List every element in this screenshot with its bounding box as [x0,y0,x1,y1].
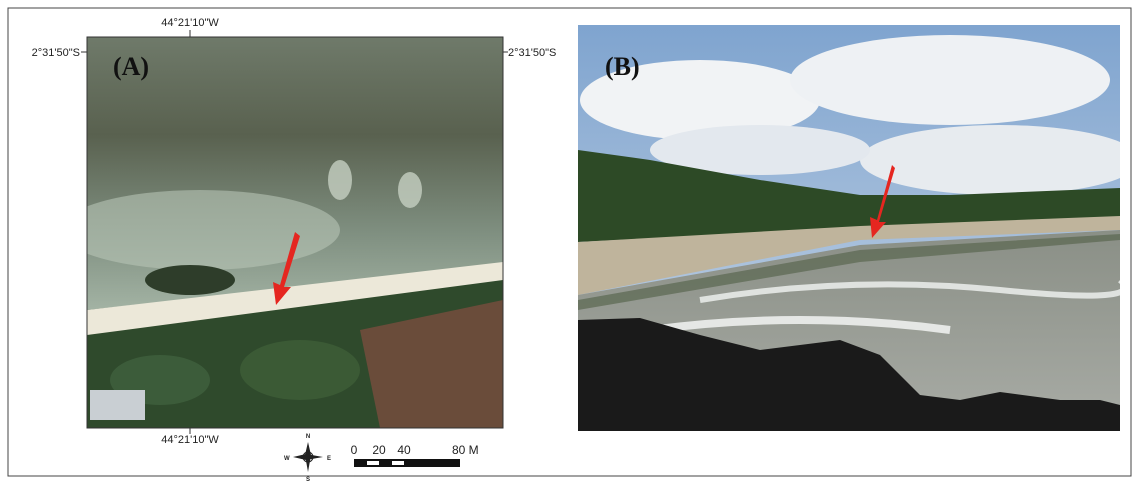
beach-photo [578,25,1139,431]
scale-label: 0 [351,443,358,457]
scale-label: 40 [397,443,411,457]
compass-label: S [306,477,310,483]
aerial-image [60,37,503,428]
coordinate-label: 44°21'10"W [161,434,219,446]
coordinate-label: 2°31'50"S [32,47,80,59]
scale-label: 80 M [452,443,479,457]
figure: (A) (B) 44°21'10"W 44°21'10"W 2°31'50"S … [0,0,1139,484]
panel-label: (A) [113,52,149,81]
scale-label: 20 [372,443,386,457]
panel-label: (B) [605,52,640,81]
coordinate-label: 2°31'50"S [508,47,556,59]
scale-bar: 0 20 40 80 M [351,443,479,467]
compass-label: W [284,456,290,462]
compass-label: E [327,456,331,462]
coordinate-label: 44°21'10"W [161,17,219,29]
compass-label: N [306,434,310,440]
